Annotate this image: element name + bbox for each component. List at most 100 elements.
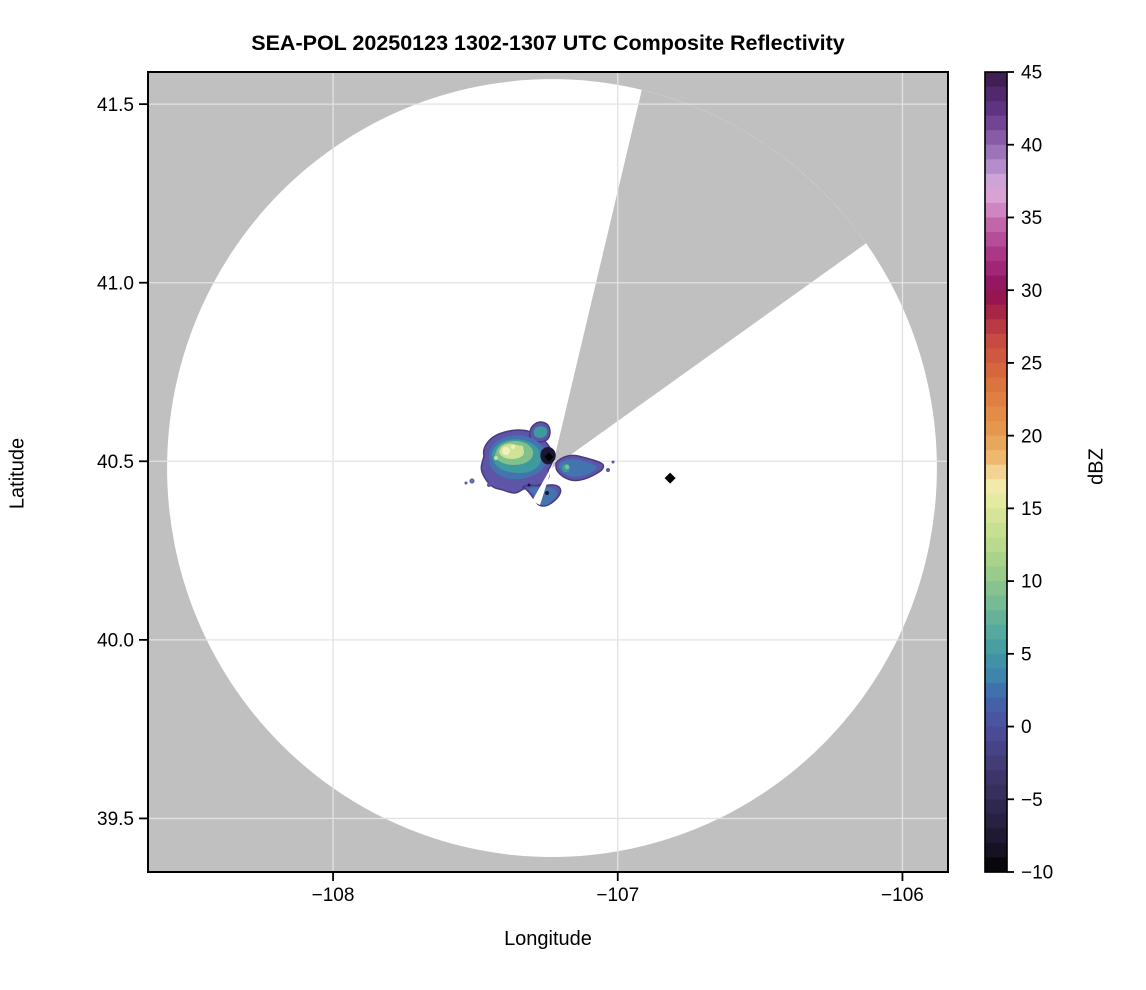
colorbar-segment bbox=[985, 784, 1007, 800]
diamond-marker bbox=[664, 472, 676, 484]
diamond-marker bbox=[544, 452, 554, 462]
y-tick-label: 40.0 bbox=[97, 631, 134, 652]
x-tick-label: −107 bbox=[596, 885, 639, 906]
colorbar-segment bbox=[985, 522, 1007, 539]
y-axis-label: Latitude bbox=[6, 437, 29, 510]
colorbar-segment bbox=[985, 682, 1007, 699]
colorbar-segment bbox=[985, 712, 1007, 728]
colorbar-segment bbox=[985, 508, 1007, 524]
colorbar-tick-label: −5 bbox=[1021, 790, 1043, 811]
colorbar-tick-label: 30 bbox=[1021, 281, 1042, 302]
colorbar-segment bbox=[985, 319, 1007, 335]
colorbar-segment bbox=[985, 595, 1007, 611]
echo-speckle bbox=[545, 491, 549, 495]
colorbar-segment bbox=[985, 217, 1007, 233]
colorbar-segment bbox=[985, 435, 1007, 451]
colorbar-segment bbox=[985, 275, 1007, 291]
colorbar-segment bbox=[985, 333, 1007, 349]
echo-layer bbox=[534, 426, 548, 439]
colorbar-segment bbox=[985, 421, 1007, 437]
x-axis-label: Longitude bbox=[504, 928, 592, 950]
blocked-sector-wedge bbox=[551, 89, 867, 469]
colorbar-segment bbox=[985, 493, 1007, 509]
colorbar-segment bbox=[985, 202, 1007, 219]
colorbar-segment bbox=[985, 828, 1007, 844]
colorbar-border bbox=[984, 71, 1008, 873]
colorbar-tick-label: 40 bbox=[1021, 135, 1042, 156]
colorbar-segment bbox=[985, 653, 1007, 669]
colorbar-tick-label: 10 bbox=[1021, 572, 1042, 593]
colorbar-segment bbox=[985, 537, 1007, 553]
colorbar-tick-label: −10 bbox=[1021, 863, 1053, 884]
beam-gap bbox=[532, 464, 553, 505]
colorbar-tick-label: 15 bbox=[1021, 499, 1042, 520]
x-tick-label: −108 bbox=[312, 885, 355, 906]
echo-speckle bbox=[527, 483, 531, 487]
y-tick-label: 41.0 bbox=[97, 273, 134, 294]
colorbar-label: dBZ bbox=[1085, 448, 1108, 485]
echo-speckle bbox=[518, 445, 524, 451]
echo-speckle bbox=[564, 464, 570, 470]
echo-layer bbox=[558, 459, 597, 477]
y-tick-label: 39.5 bbox=[97, 809, 134, 830]
colorbar-segment bbox=[985, 377, 1007, 393]
echo-speckle bbox=[611, 460, 615, 464]
colorbar-segment bbox=[985, 290, 1007, 306]
colorbar-segment bbox=[985, 639, 1007, 655]
echo-speckle bbox=[494, 456, 498, 460]
echo-speckle bbox=[464, 481, 468, 485]
plot-border bbox=[147, 71, 949, 873]
colorbar-segment bbox=[985, 72, 1007, 88]
colorbar-segment bbox=[985, 450, 1007, 466]
colorbar-segment bbox=[985, 624, 1007, 640]
echo-speckle bbox=[511, 445, 515, 449]
colorbar-segment bbox=[985, 144, 1007, 160]
echo-speckle bbox=[606, 468, 610, 472]
colorbar-segment bbox=[985, 464, 1007, 480]
colorbar-segment bbox=[985, 566, 1007, 582]
y-tick-label: 40.5 bbox=[97, 452, 134, 473]
colorbar-tick-label: 5 bbox=[1021, 644, 1032, 665]
colorbar-segment bbox=[985, 770, 1007, 786]
colorbar-tick-label: 45 bbox=[1021, 63, 1042, 84]
colorbar-segment bbox=[985, 741, 1007, 757]
echo-speckle bbox=[470, 479, 474, 483]
echo-speckle bbox=[487, 483, 491, 487]
colorbar-segment bbox=[985, 188, 1007, 204]
colorbar-segment bbox=[985, 842, 1007, 859]
colorbar-segment bbox=[985, 246, 1007, 262]
colorbar-segment bbox=[985, 755, 1007, 771]
colorbar-segment bbox=[985, 697, 1007, 713]
x-tick-label: −106 bbox=[881, 885, 924, 906]
colorbar-segment bbox=[985, 799, 1007, 815]
colorbar-tick-label: 25 bbox=[1021, 354, 1042, 375]
colorbar-segment bbox=[985, 479, 1007, 495]
echo-speckle bbox=[502, 447, 510, 455]
colorbar-segment bbox=[985, 726, 1007, 742]
colorbar-segment bbox=[985, 362, 1007, 379]
colorbar-segment bbox=[985, 173, 1007, 189]
colorbar-segment bbox=[985, 552, 1007, 568]
colorbar-segment bbox=[985, 261, 1007, 277]
colorbar-segment bbox=[985, 813, 1007, 829]
colorbar-segment bbox=[985, 406, 1007, 422]
chart-title: SEA-POL 20250123 1302-1307 UTC Composite… bbox=[251, 31, 845, 55]
colorbar-segment bbox=[985, 232, 1007, 248]
colorbar-segment bbox=[985, 857, 1007, 873]
colorbar-segment bbox=[985, 159, 1007, 175]
colorbar-segment bbox=[985, 581, 1007, 597]
colorbar-segment bbox=[985, 130, 1007, 146]
colorbar-segment bbox=[985, 348, 1007, 364]
colorbar-segment bbox=[985, 392, 1007, 408]
colorbar-segment bbox=[985, 304, 1007, 320]
colorbar-tick-label: 0 bbox=[1021, 717, 1032, 738]
colorbar-tick-label: 35 bbox=[1021, 208, 1042, 229]
colorbar-tick-label: 20 bbox=[1021, 426, 1042, 447]
colorbar-segment bbox=[985, 610, 1007, 626]
colorbar-segment bbox=[985, 115, 1007, 131]
colorbar-segment bbox=[985, 86, 1007, 102]
colorbar-segment bbox=[985, 101, 1007, 117]
colorbar-segment bbox=[985, 668, 1007, 684]
